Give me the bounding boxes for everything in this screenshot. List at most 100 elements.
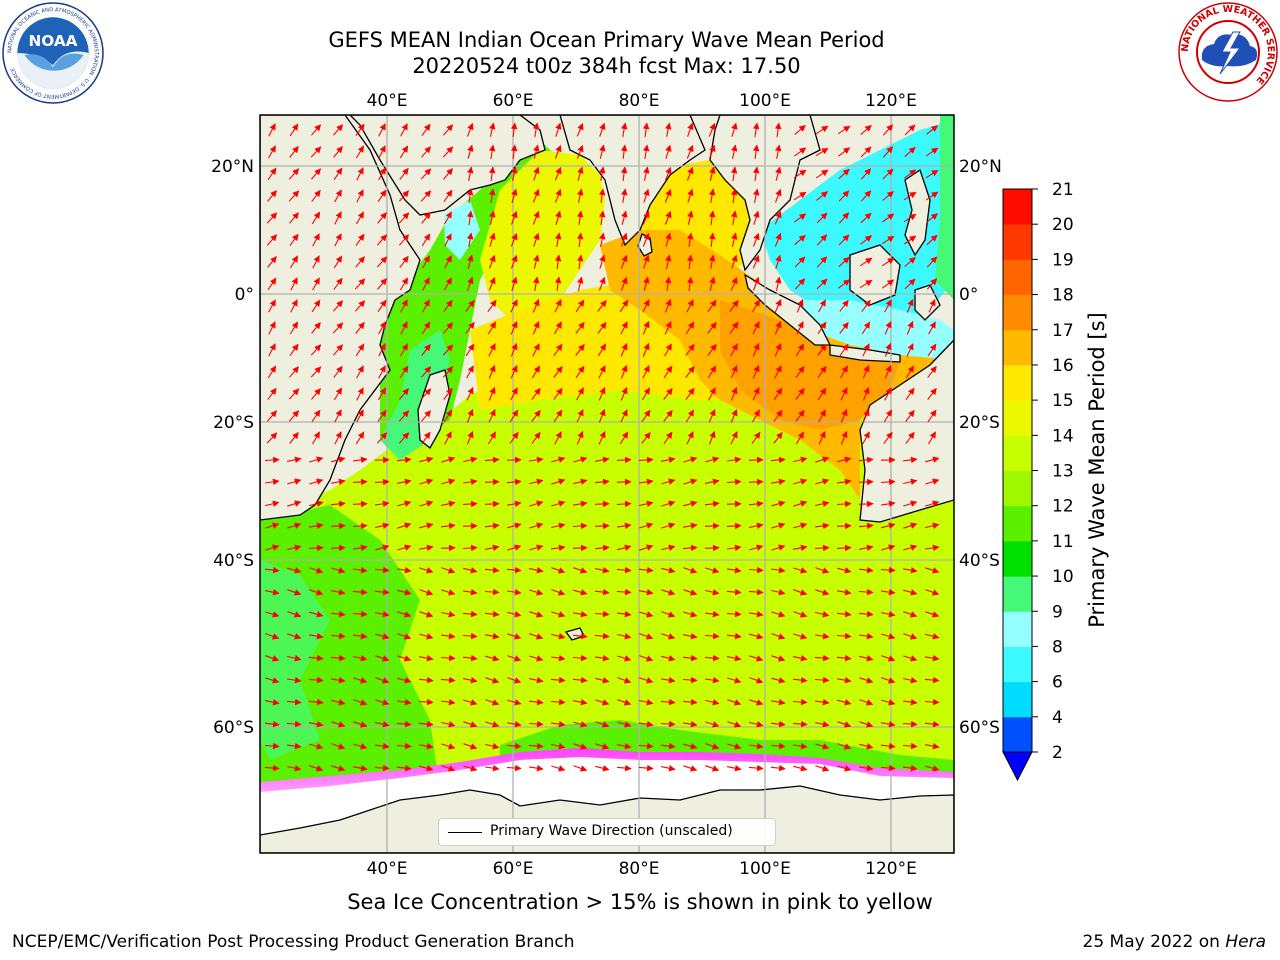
wave-direction-arrow [378, 343, 386, 357]
wave-direction-arrow [356, 409, 364, 423]
wave-direction-arrow [507, 588, 522, 596]
wave-direction-arrow [533, 254, 540, 269]
wave-direction-arrow [375, 522, 390, 530]
wave-direction-arrow [685, 387, 695, 401]
wave-direction-arrow [485, 721, 500, 728]
wave-direction-arrow [598, 430, 606, 445]
colorbar-segment [1003, 189, 1032, 225]
wave-direction-arrow [616, 742, 632, 750]
y-tick-right-20n: 20°N [959, 157, 1002, 177]
wave-direction-arrow [906, 343, 914, 357]
wave-direction-arrow [510, 232, 518, 247]
wave-direction-arrow [726, 654, 742, 662]
wave-direction-arrow [752, 254, 760, 269]
wave-direction-arrow [660, 456, 676, 464]
wave-direction-arrow [531, 431, 541, 444]
colorbar-segment [1003, 611, 1032, 647]
wave-direction-arrow [861, 299, 871, 312]
colorbar-segment [1003, 435, 1032, 471]
wave-direction-arrow [685, 343, 695, 356]
wave-direction-arrow [815, 456, 830, 463]
wave-direction-arrow [467, 144, 474, 159]
wave-direction-arrow [532, 188, 540, 203]
wave-direction-arrow [639, 677, 654, 684]
wave-direction-arrow [727, 743, 742, 750]
wave-direction-arrow [264, 456, 280, 464]
wave-direction-arrow [463, 456, 478, 463]
wave-direction-arrow [466, 430, 474, 445]
wave-direction-arrow [509, 431, 519, 444]
wave-direction-arrow [815, 478, 830, 485]
wave-direction-arrow [443, 387, 453, 400]
wave-direction-arrow [309, 743, 324, 750]
wave-direction-arrow [727, 544, 742, 552]
wave-direction-arrow [265, 633, 280, 640]
wave-direction-arrow [924, 676, 940, 684]
wave-direction-arrow [660, 720, 676, 728]
wave-direction-arrow [836, 522, 852, 530]
wave-direction-arrow [620, 254, 628, 269]
wave-direction-arrow [309, 478, 324, 485]
wave-direction-arrow [686, 431, 694, 445]
wave-direction-arrow [420, 410, 432, 422]
wave-direction-arrow [794, 234, 806, 246]
colorbar-label: Primary Wave Mean Period [s] [1085, 312, 1109, 628]
wave-direction-arrow [880, 764, 896, 772]
wave-direction-arrow [572, 676, 588, 684]
wave-direction-arrow [355, 145, 365, 159]
wave-direction-arrow [418, 676, 434, 684]
wave-direction-arrow [883, 431, 893, 444]
wave-direction-arrow [511, 188, 518, 203]
wave-direction-arrow [399, 388, 409, 400]
wave-direction-arrow [905, 431, 915, 444]
wave-direction-arrow [312, 277, 320, 291]
wave-direction-arrow [267, 387, 277, 400]
wave-direction-arrow [511, 276, 518, 291]
wave-direction-arrow [708, 430, 716, 445]
wave-direction-arrow [862, 343, 870, 357]
wave-direction-arrow [397, 611, 412, 618]
wave-direction-arrow [554, 188, 562, 203]
colorbar-tick-label: 20 [1052, 215, 1074, 235]
wave-direction-arrow [730, 188, 738, 203]
wave-direction-arrow [419, 544, 434, 552]
wave-direction-arrow [598, 408, 606, 423]
wave-direction-arrow [310, 366, 322, 378]
wave-direction-arrow [532, 320, 540, 335]
wave-direction-arrow [553, 343, 563, 357]
wave-direction-arrow [575, 343, 585, 356]
wave-direction-arrow [638, 456, 654, 464]
wave-direction-arrow [881, 610, 896, 618]
wave-direction-arrow [572, 698, 588, 706]
wave-direction-arrow [467, 276, 474, 291]
wave-direction-arrow [332, 124, 344, 136]
wave-direction-arrow [551, 478, 566, 485]
wave-direction-arrow [598, 386, 606, 401]
wave-direction-arrow [576, 210, 584, 225]
wave-direction-arrow [488, 386, 496, 401]
wave-direction-arrow [308, 698, 324, 706]
wave-direction-arrow [774, 276, 782, 291]
wave-direction-arrow [441, 632, 456, 640]
wave-direction-arrow [665, 232, 672, 247]
wave-direction-arrow [903, 191, 917, 201]
y-tick-left-60s: 60°S [213, 718, 254, 738]
wave-direction-arrow [355, 233, 365, 247]
wave-direction-arrow [858, 500, 874, 508]
wave-direction-arrow [727, 456, 742, 464]
wave-direction-arrow [925, 169, 939, 179]
wave-direction-arrow [707, 299, 717, 313]
wave-direction-arrow [466, 188, 474, 203]
wave-direction-arrow [333, 387, 343, 401]
noaa-logo-text: NOAA [28, 32, 77, 50]
colorbar-segment [1003, 505, 1032, 542]
wave-direction-arrow [442, 124, 454, 136]
wave-direction-arrow [642, 342, 650, 357]
x-tick-top-120: 120°E [865, 91, 917, 111]
wave-direction-arrow [884, 387, 892, 401]
wave-direction-arrow [441, 610, 456, 618]
wave-direction-arrow [814, 544, 830, 552]
wave-direction-arrow [484, 588, 500, 596]
wave-direction-arrow [928, 431, 936, 445]
wave-direction-arrow [463, 721, 478, 728]
